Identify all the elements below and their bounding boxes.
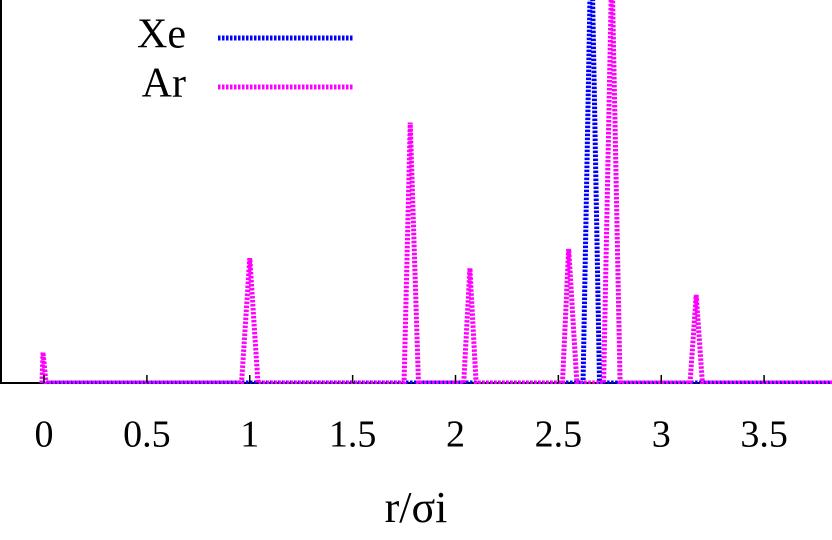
x-tick-label: 1.5 (329, 414, 377, 456)
x-tick-label: 0.5 (123, 414, 171, 456)
x-tick-label: 3.5 (740, 414, 788, 456)
series-line (39, 0, 832, 384)
plot-area (39, 0, 832, 384)
x-tick-label: 3 (652, 414, 671, 456)
x-tick-label: 2 (446, 414, 465, 456)
x-tick-label: 1 (240, 414, 259, 456)
x-tick-label: 0 (35, 414, 54, 456)
legend-label: Ar (142, 61, 186, 107)
x-tick-label: 2.5 (535, 414, 583, 456)
series-line (41, 0, 832, 384)
x-axis-label: r/σi (385, 483, 448, 532)
legend-label: Xe (137, 12, 186, 58)
